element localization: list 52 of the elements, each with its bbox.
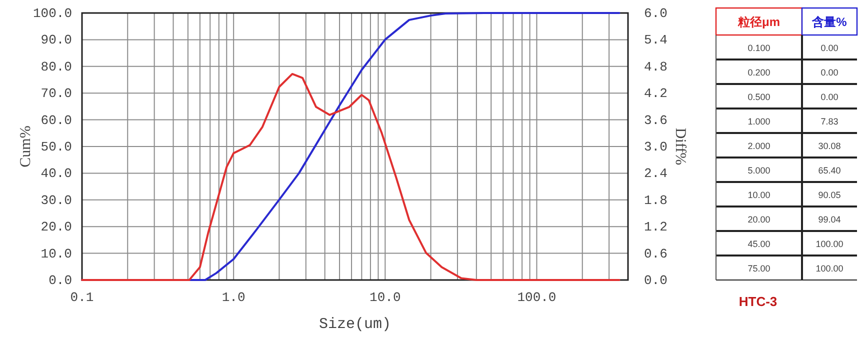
- y-tick-label: 80.0: [40, 59, 72, 74]
- text: 0.00: [820, 92, 838, 102]
- text: HTC-3: [738, 294, 778, 309]
- y2-axis-title: Diff%: [672, 128, 688, 166]
- y-tick-label: 100.0: [32, 6, 72, 21]
- x-tick-label: 10.0: [370, 290, 401, 305]
- text: 99.04: [818, 214, 841, 224]
- category-label: 含量%: [811, 15, 848, 29]
- text: 1.000: [748, 116, 770, 126]
- text: 7.83: [820, 116, 838, 126]
- y2-tick-label: 6.0: [644, 6, 668, 21]
- text: 0.00: [820, 68, 838, 78]
- y-tick-label: 50.0: [40, 140, 72, 154]
- y2-tick-label: 0.0: [644, 273, 668, 288]
- y2-tick-label: 4.2: [644, 86, 668, 102]
- text: 65.40: [818, 166, 841, 176]
- y2-tick-label: 5.4: [644, 32, 668, 48]
- y-tick-label: 10.0: [40, 246, 72, 262]
- text: 2.000: [748, 141, 770, 151]
- y2-tick-label: 4.8: [644, 59, 668, 74]
- text: 45.00: [748, 239, 770, 249]
- text: 0.00: [820, 43, 838, 53]
- text: 30.08: [818, 141, 841, 151]
- text: 90.05: [818, 190, 841, 200]
- text: 75.00: [748, 264, 770, 274]
- y2-tick-label: 0.6: [644, 246, 668, 262]
- text: 0.500: [748, 92, 770, 102]
- y-tick-label: 40.0: [40, 166, 72, 182]
- category-label: 粒径μm: [736, 15, 780, 29]
- y2-tick-label: 1.2: [644, 220, 668, 235]
- y-tick-label: 30.0: [40, 192, 72, 208]
- text: 20.00: [748, 214, 770, 224]
- y-tick-label: 70.0: [40, 86, 72, 102]
- text: 10.00: [748, 190, 770, 200]
- y-tick-label: 60.0: [40, 112, 72, 128]
- y-axis-title: Cum%: [18, 126, 34, 168]
- text: 0.100: [748, 43, 770, 53]
- y2-tick-label: 1.8: [644, 192, 668, 208]
- y-tick-label: 0.0: [48, 273, 72, 288]
- text: 100.00: [816, 239, 844, 249]
- y2-tick-label: 2.4: [644, 166, 668, 182]
- y2-tick-label: 3.0: [644, 140, 668, 154]
- y2-tick-label: 3.6: [644, 112, 668, 128]
- x-axis-title: Size(um): [318, 316, 392, 333]
- x-tick-label: 100.0: [517, 290, 556, 305]
- y-tick-label: 90.0: [40, 32, 72, 48]
- y-tick-label: 20.0: [40, 220, 72, 235]
- text: 5.000: [748, 166, 770, 176]
- x-tick-label: 1.0: [222, 290, 246, 305]
- text: 100.00: [816, 264, 844, 274]
- text: 0.200: [748, 68, 770, 78]
- x-tick-label: 0.1: [70, 290, 94, 305]
